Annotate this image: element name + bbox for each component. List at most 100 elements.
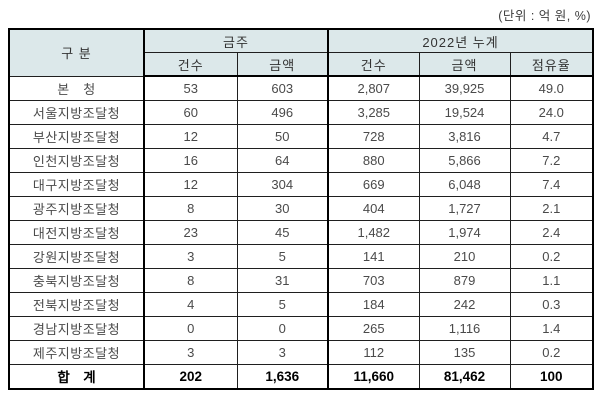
cell-week-amount: 5 (236, 291, 329, 317)
header-sub-row: 건수 금액 건수 금액 점유율 (9, 52, 594, 77)
cell-week-amount: 603 (236, 75, 329, 101)
cell-cum-amount: 5,866 (418, 147, 511, 173)
row-label: 서울지방조달청 (8, 99, 145, 125)
cell-week-count: 3 (143, 339, 238, 365)
table-row: 충북지방조달청 8 31 703 879 1.1 (8, 267, 594, 293)
cell-cum-amount: 1,116 (418, 315, 511, 341)
cell-cum-count: 703 (327, 267, 420, 293)
cell-week-count: 4 (143, 291, 238, 317)
cell-week-amount: 5 (236, 243, 329, 269)
cell-cum-share: 2.4 (509, 219, 594, 245)
cell-week-amount: 304 (236, 171, 329, 197)
row-label: 제주지방조달청 (8, 339, 145, 365)
cell-week-count: 3 (143, 243, 238, 269)
cell-cum-count: 669 (327, 171, 420, 197)
cell-cum-share: 0.2 (509, 339, 594, 365)
cell-cum-share: 0.3 (509, 291, 594, 317)
cell-week-count: 53 (143, 75, 238, 101)
row-label: 경남지방조달청 (8, 315, 145, 341)
unit-note: (단위 : 억 원, %) (498, 9, 591, 23)
cell-cum-share: 49.0 (509, 75, 594, 101)
cell-week-count: 16 (143, 147, 238, 173)
cell-cum-amount: 135 (418, 339, 511, 365)
header-group-cumulative: 2022년 누계 (327, 28, 594, 53)
cell-week-count: 8 (143, 195, 238, 221)
cell-cum-count: 728 (327, 123, 420, 149)
cell-week-amount: 30 (236, 195, 329, 221)
table-row: 경남지방조달청 0 0 265 1,116 1.4 (8, 315, 594, 341)
cell-week-amount: 0 (236, 315, 329, 341)
cell-week-count: 12 (143, 123, 238, 149)
cell-cum-share: 1.4 (509, 315, 594, 341)
table-row: 대전지방조달청 23 45 1,482 1,974 2.4 (8, 219, 594, 245)
cell-week-count: 12 (143, 171, 238, 197)
cell-week-amount: 45 (236, 219, 329, 245)
cell-cum-count: 2,807 (327, 75, 420, 101)
cell-cum-amount: 1,727 (418, 195, 511, 221)
cell-cum-count: 880 (327, 147, 420, 173)
cell-week-amount: 3 (236, 339, 329, 365)
cell-week-amount: 64 (236, 147, 329, 173)
cell-cum-count: 3,285 (327, 99, 420, 125)
total-label: 합 계 (8, 363, 145, 390)
cell-week-amount: 31 (236, 267, 329, 293)
table-row: 광주지방조달청 8 30 404 1,727 2.1 (8, 195, 594, 221)
row-label: 인천지방조달청 (8, 147, 145, 173)
table-row: 본 청 53 603 2,807 39,925 49.0 (8, 75, 594, 101)
header-group-week: 금주 (142, 28, 329, 53)
cell-cum-share: 0.2 (509, 243, 594, 269)
cell-cum-share: 7.2 (509, 147, 594, 173)
total-row: 합 계 202 1,636 11,660 81,462 100 (8, 363, 594, 390)
total-cum-amount: 81,462 (418, 363, 511, 390)
total-cum-count: 11,660 (327, 363, 420, 390)
cell-cum-amount: 19,524 (418, 99, 511, 125)
cell-cum-count: 141 (327, 243, 420, 269)
row-label: 광주지방조달청 (8, 195, 145, 221)
row-label: 대전지방조달청 (8, 219, 145, 245)
total-cum-share: 100 (509, 363, 594, 390)
cell-cum-count: 112 (327, 339, 420, 365)
cell-week-count: 8 (143, 267, 238, 293)
cell-cum-share: 7.4 (509, 171, 594, 197)
cell-cum-count: 1,482 (327, 219, 420, 245)
cell-week-count: 60 (143, 99, 238, 125)
cell-cum-share: 2.1 (509, 195, 594, 221)
header-category: 구 분 (8, 28, 145, 77)
cell-cum-amount: 242 (418, 291, 511, 317)
table-row: 대구지방조달청 12 304 669 6,048 7.4 (8, 171, 594, 197)
cell-week-amount: 496 (236, 99, 329, 125)
table-row: 강원지방조달청 3 5 141 210 0.2 (8, 243, 594, 269)
header-week-amount: 금액 (236, 52, 329, 77)
cell-week-amount: 50 (236, 123, 329, 149)
cell-cum-amount: 210 (418, 243, 511, 269)
table-row: 제주지방조달청 3 3 112 135 0.2 (8, 339, 594, 365)
header-cum-share: 점유율 (509, 52, 594, 77)
header-cum-count: 건수 (327, 52, 420, 77)
header-group-row: 구 분 금주 2022년 누계 (8, 28, 594, 77)
table-row: 서울지방조달청 60 496 3,285 19,524 24.0 (8, 99, 594, 125)
cell-cum-count: 404 (327, 195, 420, 221)
cell-cum-amount: 6,048 (418, 171, 511, 197)
row-label: 본 청 (8, 75, 145, 101)
table-row: 인천지방조달청 16 64 880 5,866 7.2 (8, 147, 594, 173)
table-row: 부산지방조달청 12 50 728 3,816 4.7 (8, 123, 594, 149)
header-week-count: 건수 (143, 52, 238, 77)
cell-cum-share: 24.0 (509, 99, 594, 125)
cell-week-count: 0 (143, 315, 238, 341)
row-label: 강원지방조달청 (8, 243, 145, 269)
header-cum-amount: 금액 (418, 52, 511, 77)
row-label: 대구지방조달청 (8, 171, 145, 197)
cell-cum-amount: 3,816 (418, 123, 511, 149)
cell-cum-share: 4.7 (509, 123, 594, 149)
cell-cum-share: 1.1 (509, 267, 594, 293)
cell-cum-count: 184 (327, 291, 420, 317)
cell-cum-amount: 879 (418, 267, 511, 293)
total-week-amount: 1,636 (236, 363, 329, 390)
procurement-stats-table: 구 분 금주 2022년 누계 건수 금액 건수 금액 점유율 본 청 53 6… (8, 28, 595, 390)
row-label: 충북지방조달청 (8, 267, 145, 293)
cell-cum-count: 265 (327, 315, 420, 341)
cell-cum-amount: 39,925 (418, 75, 511, 101)
row-label: 부산지방조달청 (8, 123, 145, 149)
cell-cum-amount: 1,974 (418, 219, 511, 245)
table-row: 전북지방조달청 4 5 184 242 0.3 (8, 291, 594, 317)
